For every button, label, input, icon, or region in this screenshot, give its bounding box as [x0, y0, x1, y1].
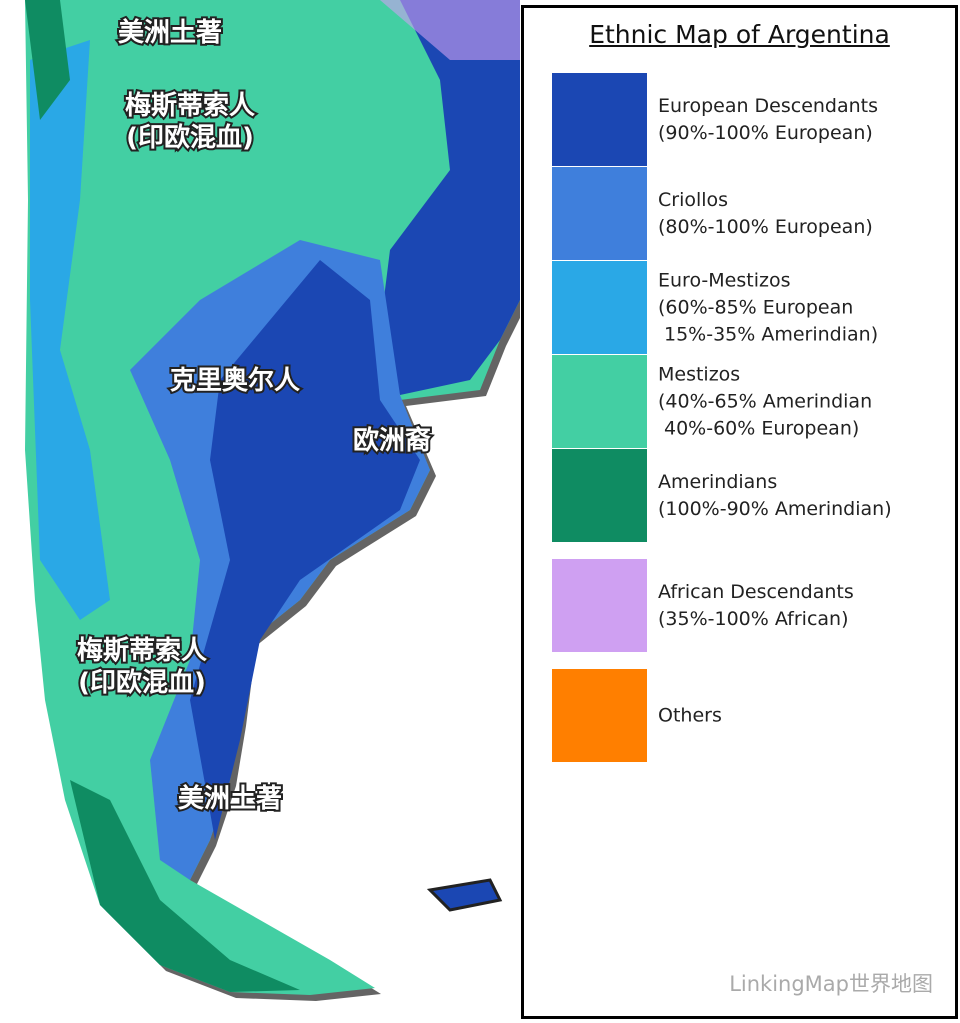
legend-item: Amerindians (100%-90% Amerindian)	[552, 449, 952, 542]
legend-line: (60%-85% European	[658, 296, 854, 318]
legend-swatch	[552, 261, 647, 354]
region-european	[380, 0, 520, 395]
legend-line: Criollos	[658, 188, 729, 211]
legend-line: European Descendants	[658, 94, 879, 117]
legend-swatch	[552, 559, 647, 652]
legend-item: Mestizos (40%-65% Amerindian 40%-60% Europ…	[552, 355, 952, 448]
map-label: (印欧混血)	[126, 122, 254, 153]
legend-line: (80%-100% European)	[658, 215, 873, 238]
legend-item: Others	[552, 669, 952, 762]
map-label: 梅斯蒂索人	[77, 635, 207, 666]
map-label: 克里奥尔人	[170, 365, 300, 396]
legend-line: (90%-100% European)	[658, 121, 873, 144]
legend-line: (40%-65% Amerindian	[658, 390, 873, 412]
legend-text: Amerindians (100%-90% Amerindian)	[658, 469, 892, 523]
map-label: 美洲土著	[118, 17, 222, 48]
legend-line: African Descendants	[658, 580, 854, 603]
region-euro-mestizo	[30, 40, 110, 620]
legend-line: (100%-90% Amerindian)	[658, 497, 892, 520]
legend-title: Ethnic Map of Argentina	[589, 20, 890, 49]
legend-item: African Descendants (35%-100% African)	[552, 559, 952, 652]
legend-text: European Descendants (90%-100% European)	[658, 93, 878, 147]
region-european	[190, 260, 420, 840]
legend-line: Amerindians	[658, 470, 778, 493]
islands	[426, 878, 503, 912]
legend-line: 15%-35% Amerindian)	[664, 323, 879, 345]
region-amerindian	[25, 0, 300, 992]
legend-swatch	[552, 355, 647, 448]
legend-swatch	[552, 167, 647, 260]
legend-swatch	[552, 449, 647, 542]
legend-swatch	[552, 73, 647, 166]
map-label: 美洲土著	[178, 783, 282, 814]
legend: Ethnic Map of Argentina European Descend…	[521, 5, 958, 1019]
legend-item: European Descendants (90%-100% European)	[552, 73, 952, 166]
legend-text: Euro-Mestizos (60%-85% European 15%-35% Am…	[658, 267, 878, 348]
map-label: 欧洲裔	[353, 425, 431, 456]
legend-text: Mestizos (40%-65% Amerindian 40%-60% Europ…	[658, 361, 872, 442]
legend-item: Euro-Mestizos (60%-85% European 15%-35% Am…	[552, 261, 952, 354]
legend-line: Euro-Mestizos	[658, 269, 791, 291]
legend-swatch	[552, 669, 647, 762]
legend-item: Criollos (80%-100% European)	[552, 167, 952, 260]
watermark: LinkingMap世界地图	[729, 972, 933, 996]
map-label: 梅斯蒂索人	[125, 90, 255, 121]
legend-line: 40%-60% European)	[664, 417, 860, 439]
legend-line: Mestizos	[658, 363, 741, 385]
legend-text: Criollos (80%-100% European)	[658, 187, 873, 241]
legend-text: African Descendants (35%-100% African)	[658, 579, 854, 633]
legend-line: (35%-100% African)	[658, 607, 849, 630]
region-african	[380, 0, 520, 60]
legend-line: Others	[658, 704, 722, 726]
legend-text: Others	[658, 702, 722, 729]
map-label: (印欧混血)	[78, 667, 206, 698]
